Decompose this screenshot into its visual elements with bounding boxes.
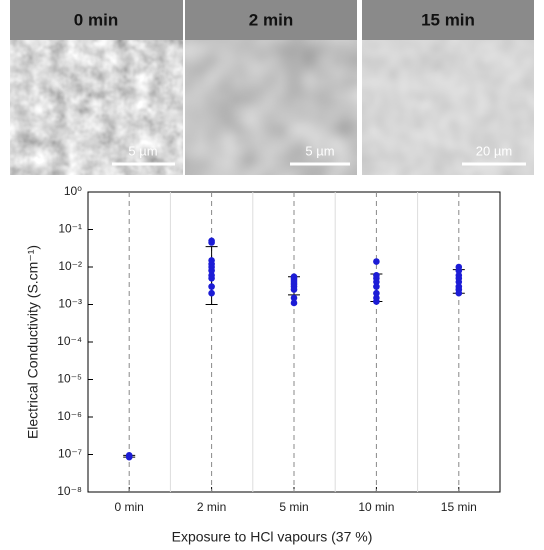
sem-panel: 2 min 5 µm [185, 0, 357, 175]
data-point [455, 267, 463, 274]
y-tick-label: 10⁻¹ [58, 222, 82, 236]
sem-panel: 15 min 20 µm [362, 0, 534, 175]
scale-label: 5 µm [305, 143, 334, 158]
scale-label: 5 µm [128, 143, 157, 158]
y-tick-label: 10⁻⁵ [57, 372, 82, 386]
panel-header [10, 0, 183, 40]
data-point [373, 289, 380, 297]
x-tick-label: 0 min [115, 500, 144, 514]
y-tick-label: 10⁻² [58, 259, 82, 273]
x-tick-label: 10 min [358, 500, 394, 514]
y-tick-label: 10⁻⁷ [58, 447, 82, 461]
data-point [125, 453, 133, 461]
data-point [373, 283, 380, 290]
y-tick-label: 10⁻⁶ [57, 409, 82, 423]
y-tick-label: 10⁰ [64, 184, 82, 198]
data-point [208, 267, 215, 274]
y-tick-label: 10⁻³ [58, 297, 82, 311]
data-point [290, 294, 298, 302]
data-point [373, 258, 380, 265]
x-tick-label: 15 min [441, 500, 477, 514]
data-point [373, 298, 380, 305]
scale-label: 20 µm [476, 143, 512, 158]
y-tick-label: 10⁻⁸ [57, 484, 82, 498]
data-point [208, 274, 215, 282]
sem-panel: 0 min 5 µm [10, 0, 183, 175]
data-point [455, 278, 463, 286]
panel-label: 2 min [249, 10, 293, 29]
data-point [290, 299, 298, 307]
x-tick-label: 5 min [279, 500, 308, 514]
y-axis-label: Electrical Conductivity (S.cm⁻¹) [25, 245, 41, 439]
data-point [455, 289, 463, 297]
data-point [208, 239, 215, 246]
panel-header [362, 0, 534, 40]
panel-header [185, 0, 357, 40]
panel-label: 15 min [421, 10, 475, 29]
panel-label: 0 min [74, 10, 118, 29]
x-tick-label: 2 min [197, 500, 226, 514]
data-point [290, 286, 298, 293]
data-point [373, 278, 380, 286]
y-tick-label: 10⁻⁴ [57, 334, 82, 348]
x-axis-label: Exposure to HCl vapours (37 %) [172, 529, 373, 545]
data-point [208, 289, 215, 297]
data-point [208, 283, 215, 290]
